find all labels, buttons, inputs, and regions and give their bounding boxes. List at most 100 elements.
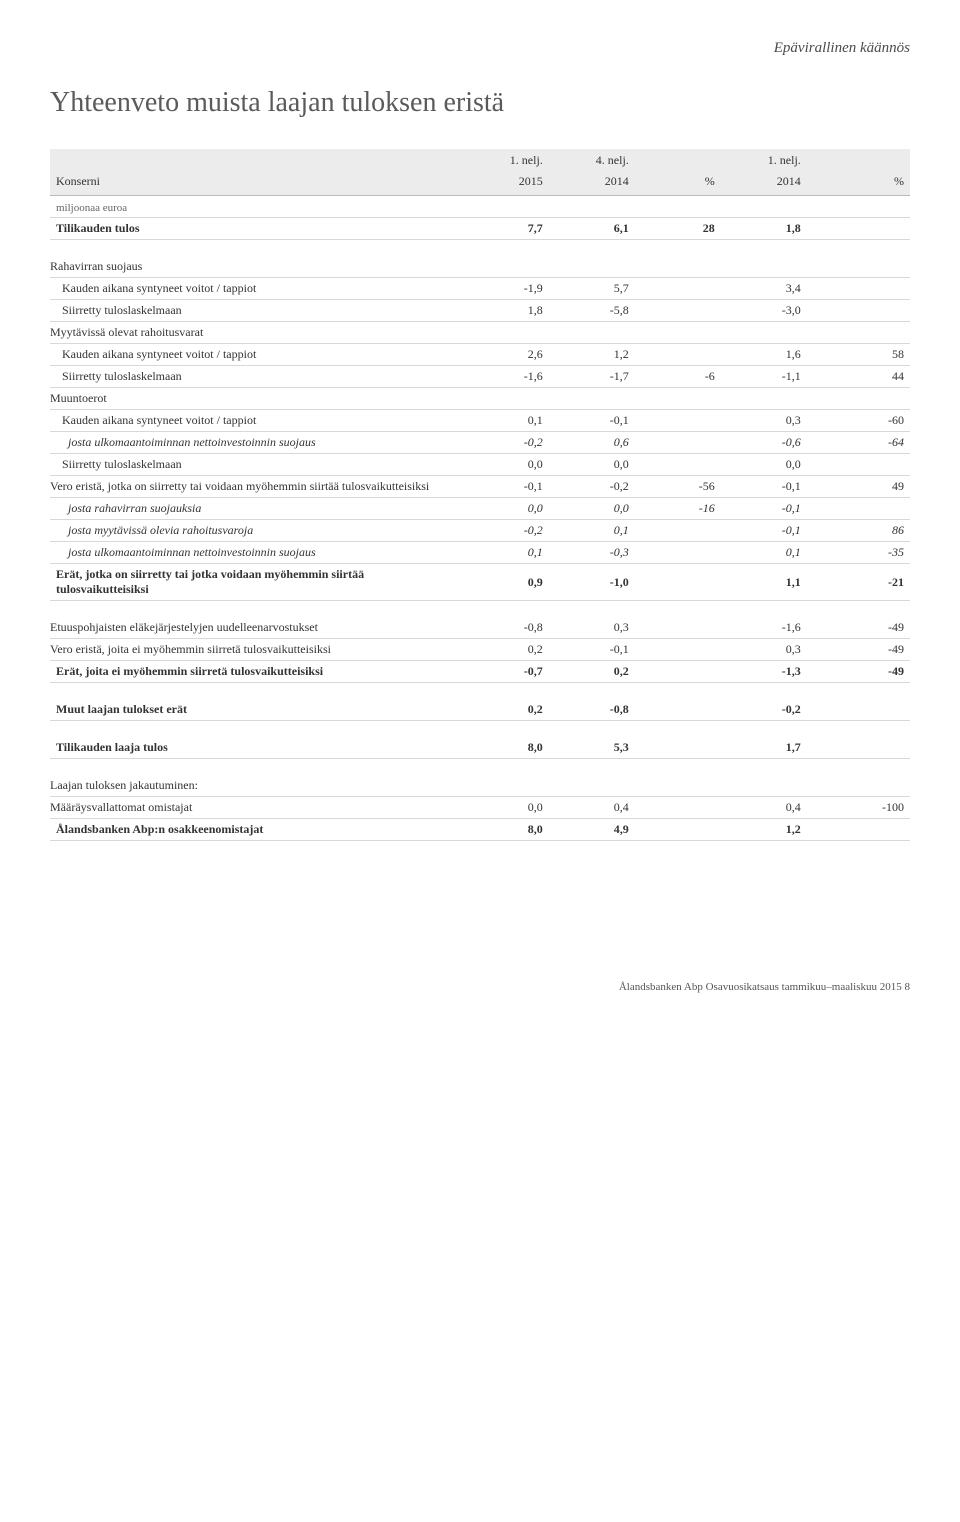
row-label: Kauden aikana syntyneet voitot / tappiot: [50, 344, 463, 366]
header-y3: 2014: [721, 172, 807, 196]
row-value: -0,2: [721, 699, 807, 721]
row-value: [635, 344, 721, 366]
header-blank2: [807, 149, 910, 172]
row-value: -0,1: [721, 520, 807, 542]
row-value: 1,2: [721, 819, 807, 841]
row-value: [721, 256, 807, 278]
row-value: [635, 454, 721, 476]
row-label: Siirretty tuloslaskelmaan: [50, 300, 463, 322]
row-value: -0,2: [463, 520, 549, 542]
row-value: -3,0: [721, 300, 807, 322]
row-value: [635, 797, 721, 819]
row-value: 58: [807, 344, 910, 366]
header-y2: 2014: [549, 172, 635, 196]
row-value: [549, 388, 635, 410]
row-value: [463, 256, 549, 278]
row-value: -0,1: [463, 476, 549, 498]
row-label: Ålandsbanken Abp:n osakkeenomistajat: [50, 819, 463, 841]
table-row: Muut laajan tulokset erät0,2-0,8-0,2: [50, 699, 910, 721]
row-value: [635, 410, 721, 432]
page-footer: Ålandsbanken Abp Osavuosikatsaus tammiku…: [50, 981, 910, 993]
row-label: Vero eristä, jotka on siirretty tai void…: [50, 476, 463, 498]
table-row: josta myytävissä olevia rahoitusvaroja-0…: [50, 520, 910, 542]
row-value: 0,0: [463, 454, 549, 476]
table-row: [50, 721, 910, 738]
row-value: [463, 775, 549, 797]
row-label: Muuntoerot: [50, 388, 463, 410]
row-value: 0,3: [549, 617, 635, 639]
row-value: -1,0: [549, 564, 635, 601]
row-value: 0,1: [463, 542, 549, 564]
table-row: Kauden aikana syntyneet voitot / tappiot…: [50, 278, 910, 300]
row-value: -1,7: [549, 366, 635, 388]
row-value: 0,2: [463, 639, 549, 661]
row-value: [635, 278, 721, 300]
row-value: -1,3: [721, 661, 807, 683]
row-value: 0,0: [549, 498, 635, 520]
subheader-row: miljoonaa euroa: [50, 196, 910, 218]
row-value: [807, 388, 910, 410]
row-value: [807, 498, 910, 520]
header-y1: 2015: [463, 172, 549, 196]
row-value: -0,7: [463, 661, 549, 683]
row-value: -1,1: [721, 366, 807, 388]
table-row: josta rahavirran suojauksia0,00,0-16-0,1: [50, 498, 910, 520]
row-value: -49: [807, 661, 910, 683]
row-label: Kauden aikana syntyneet voitot / tappiot: [50, 278, 463, 300]
table-row: Tilikauden tulos7,76,1281,8: [50, 218, 910, 240]
row-value: 1,8: [463, 300, 549, 322]
row-value: [635, 819, 721, 841]
row-value: [635, 256, 721, 278]
row-value: [463, 388, 549, 410]
row-value: [807, 218, 910, 240]
row-label: Siirretty tuloslaskelmaan: [50, 366, 463, 388]
table-row: Kauden aikana syntyneet voitot / tappiot…: [50, 344, 910, 366]
row-label: Vero eristä, joita ei myöhemmin siirretä…: [50, 639, 463, 661]
row-value: -0,8: [463, 617, 549, 639]
table-row: Siirretty tuloslaskelmaan0,00,00,0: [50, 454, 910, 476]
table-row: Muuntoerot: [50, 388, 910, 410]
row-value: [635, 300, 721, 322]
row-value: -1,9: [463, 278, 549, 300]
header-row-1: 1. nelj. 4. nelj. 1. nelj.: [50, 149, 910, 172]
row-value: [807, 300, 910, 322]
row-value: [549, 256, 635, 278]
table-row: Tilikauden laaja tulos8,05,31,7: [50, 737, 910, 759]
row-value: [463, 322, 549, 344]
header-p1: %: [635, 172, 721, 196]
row-value: -49: [807, 617, 910, 639]
row-value: [807, 819, 910, 841]
row-value: [635, 542, 721, 564]
header-konserni-label: Konserni: [50, 172, 463, 196]
spacer-cell: [50, 759, 910, 776]
table-row: Rahavirran suojaus: [50, 256, 910, 278]
row-value: 0,0: [721, 454, 807, 476]
header-q3: 1. nelj.: [721, 149, 807, 172]
row-value: -56: [635, 476, 721, 498]
row-label: Tilikauden tulos: [50, 218, 463, 240]
spacer-cell: [50, 240, 910, 257]
table-row: [50, 601, 910, 618]
row-value: -0,1: [549, 410, 635, 432]
row-value: -0,2: [463, 432, 549, 454]
row-value: 3,4: [721, 278, 807, 300]
row-value: [721, 322, 807, 344]
row-label: Kauden aikana syntyneet voitot / tappiot: [50, 410, 463, 432]
row-value: 0,1: [721, 542, 807, 564]
page-title: Yhteenveto muista laajan tuloksen eristä: [50, 87, 910, 119]
row-value: 1,1: [721, 564, 807, 601]
row-value: -35: [807, 542, 910, 564]
row-value: [635, 661, 721, 683]
row-value: -0,1: [721, 476, 807, 498]
row-value: 2,6: [463, 344, 549, 366]
row-label: Etuuspohjaisten eläkejärjestelyjen uudel…: [50, 617, 463, 639]
row-value: 28: [635, 218, 721, 240]
table-row: Kauden aikana syntyneet voitot / tappiot…: [50, 410, 910, 432]
row-value: -0,3: [549, 542, 635, 564]
row-value: 0,0: [549, 454, 635, 476]
table-row: Laajan tuloksen jakautuminen:: [50, 775, 910, 797]
row-value: [807, 775, 910, 797]
row-label: Muut laajan tulokset erät: [50, 699, 463, 721]
subheader-label: miljoonaa euroa: [50, 196, 463, 218]
row-value: 1,7: [721, 737, 807, 759]
